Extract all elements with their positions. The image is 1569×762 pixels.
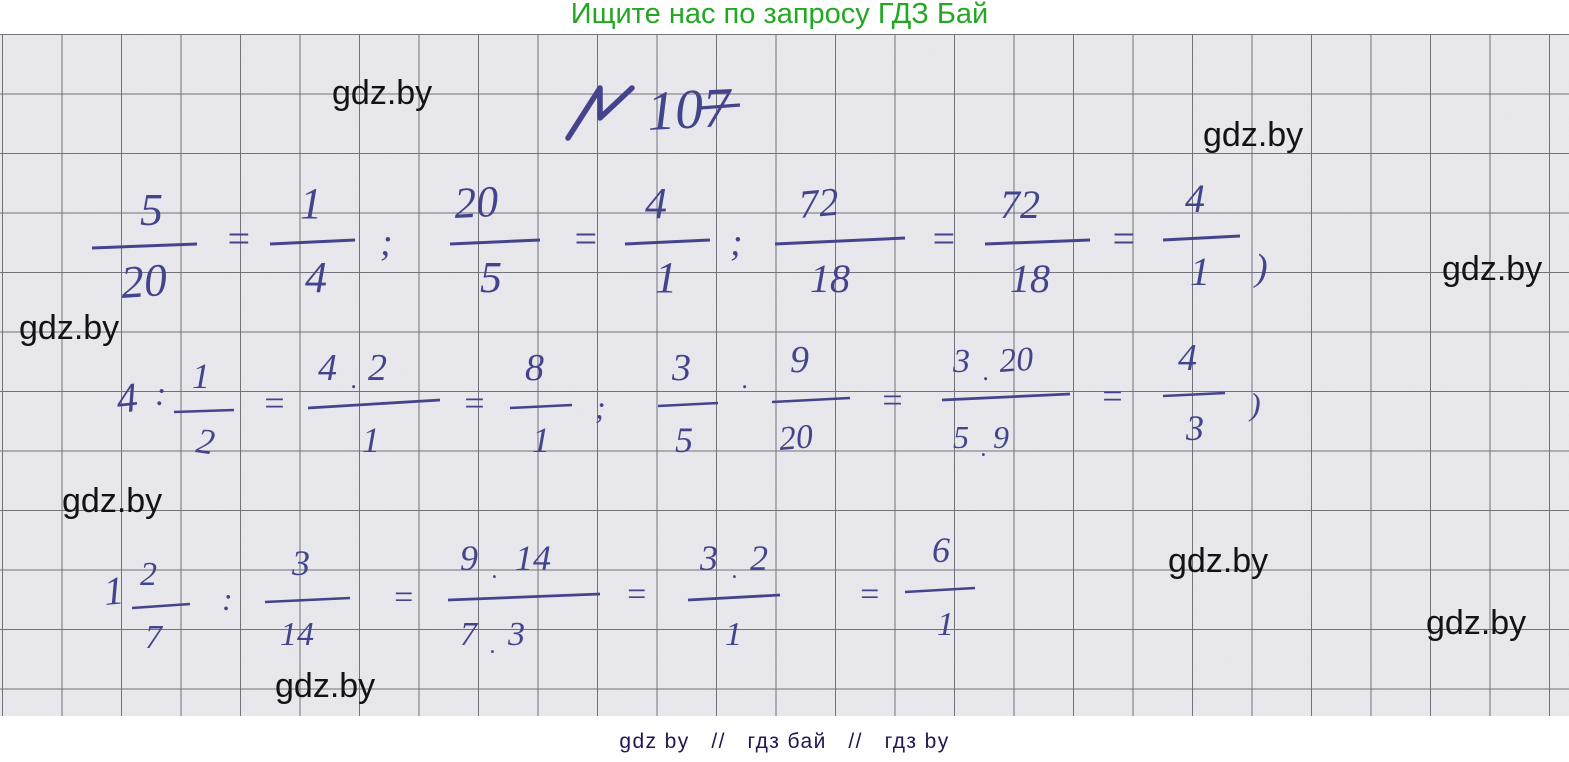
- svg-text:.: .: [492, 558, 498, 584]
- svg-text:72: 72: [1000, 182, 1040, 227]
- svg-text:): ): [1248, 386, 1261, 422]
- svg-text:107: 107: [645, 77, 734, 143]
- svg-text:;: ;: [595, 389, 606, 425]
- svg-text:72: 72: [797, 179, 841, 227]
- svg-text:=: =: [1110, 216, 1137, 261]
- svg-text:3: 3: [1185, 408, 1204, 448]
- svg-text::: :: [222, 581, 233, 617]
- svg-text:=: =: [1100, 376, 1124, 416]
- svg-text:2: 2: [750, 538, 768, 578]
- svg-text:3: 3: [952, 343, 970, 380]
- svg-text:1: 1: [362, 420, 380, 460]
- svg-text:.: .: [732, 558, 738, 584]
- svg-text:14: 14: [280, 616, 314, 653]
- svg-text:20: 20: [777, 418, 814, 458]
- svg-text:;: ;: [730, 222, 743, 264]
- svg-text:5: 5: [140, 184, 163, 235]
- svg-text:20: 20: [119, 254, 168, 308]
- svg-text:9: 9: [460, 538, 478, 578]
- svg-text:3: 3: [671, 347, 691, 389]
- svg-text:=: =: [462, 383, 486, 423]
- svg-text:5: 5: [953, 419, 969, 455]
- svg-text:3: 3: [507, 616, 525, 653]
- svg-text:=: =: [392, 579, 415, 616]
- svg-text:=: =: [858, 576, 881, 613]
- svg-text:1: 1: [1190, 249, 1210, 294]
- svg-text:5: 5: [480, 253, 502, 302]
- svg-text:=: =: [225, 216, 252, 261]
- svg-text:6: 6: [932, 530, 950, 570]
- svg-text:=: =: [572, 216, 599, 261]
- svg-text:2: 2: [194, 420, 217, 462]
- svg-text::: :: [155, 376, 166, 413]
- svg-text:4: 4: [1178, 337, 1197, 379]
- svg-text:5: 5: [675, 420, 693, 460]
- svg-text:=: =: [625, 576, 648, 613]
- svg-text:18: 18: [1010, 256, 1050, 301]
- svg-text:=: =: [262, 383, 286, 423]
- svg-text:1: 1: [937, 606, 954, 643]
- svg-text:=: =: [930, 216, 957, 261]
- svg-text:1: 1: [102, 567, 126, 614]
- svg-text:1: 1: [192, 356, 210, 396]
- svg-text:;: ;: [380, 222, 393, 264]
- svg-text:4: 4: [645, 179, 667, 228]
- svg-text:1: 1: [655, 253, 677, 302]
- svg-text:9: 9: [790, 339, 809, 381]
- svg-text:.: .: [742, 365, 749, 394]
- svg-text:8: 8: [525, 347, 544, 389]
- svg-text:=: =: [880, 380, 904, 420]
- svg-text:14: 14: [515, 538, 551, 578]
- svg-text:2: 2: [368, 347, 387, 389]
- svg-text:20: 20: [453, 177, 500, 228]
- svg-text:1: 1: [300, 179, 322, 228]
- svg-text:3: 3: [291, 543, 310, 583]
- svg-text:.: .: [983, 357, 990, 386]
- svg-text:.: .: [351, 365, 358, 394]
- svg-text:18: 18: [810, 256, 850, 301]
- svg-text:1: 1: [725, 616, 742, 653]
- svg-text:20: 20: [998, 341, 1034, 380]
- svg-text:4: 4: [318, 347, 337, 389]
- svg-text:4: 4: [1185, 176, 1205, 221]
- svg-text:3: 3: [699, 538, 718, 578]
- svg-text:.: .: [981, 436, 987, 462]
- svg-text:): ): [1253, 247, 1268, 289]
- svg-text:1: 1: [532, 420, 550, 460]
- svg-text:.: .: [490, 633, 496, 659]
- svg-text:4: 4: [305, 253, 327, 302]
- svg-text:2: 2: [140, 556, 157, 593]
- svg-text:9: 9: [993, 419, 1009, 455]
- svg-text:7: 7: [460, 616, 479, 653]
- svg-text:4: 4: [114, 375, 140, 423]
- svg-text:7: 7: [145, 619, 164, 656]
